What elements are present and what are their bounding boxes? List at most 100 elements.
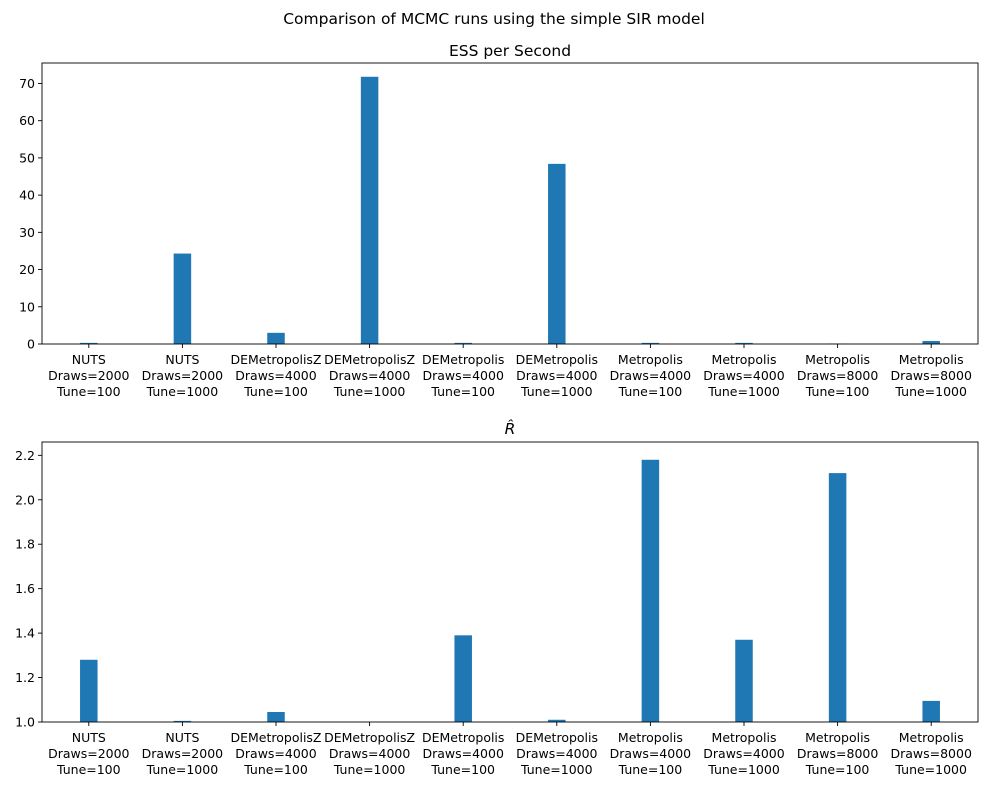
rhat-xtick-label-line: Tune=100 [805, 762, 870, 777]
figure-suptitle: Comparison of MCMC runs using the simple… [283, 10, 705, 28]
rhat-xtick-label-line: Draws=2000 [48, 746, 129, 761]
rhat-xtick-label-line: NUTS [165, 730, 199, 745]
rhat-xtick-label: DEMetropolisZ Draws=4000 Tune=1000 [324, 730, 415, 777]
rhat-xtick-label: Metropolis Draws=4000 Tune=100 [610, 730, 691, 777]
ess-bar [360, 76, 379, 344]
rhat-xtick-label-line: DEMetropolis [516, 730, 598, 745]
ess-xtick-label-line: Metropolis [618, 352, 683, 367]
rhat-xtick-label: Metropolis Draws=4000 Tune=1000 [703, 730, 784, 777]
rhat-ytick-label: 2.2 [15, 448, 35, 463]
rhat-xtick-label-line: DEMetropolis [422, 730, 504, 745]
ess-xtick-label-line: Tune=100 [56, 384, 121, 399]
rhat-xtick-label-line: Draws=4000 [329, 746, 410, 761]
rhat-xtick-label-line: Draws=2000 [142, 746, 223, 761]
rhat-ytick-label: 1.0 [15, 715, 35, 730]
ess-xtick-label: DEMetropolis Draws=4000 Tune=100 [422, 352, 504, 399]
ess-xtick-label-line: Tune=1000 [894, 384, 967, 399]
rhat-bar [173, 720, 192, 722]
rhat-xtick-label-line: DEMetropolisZ [324, 730, 415, 745]
ess-xtick-label-line: Draws=8000 [890, 368, 971, 383]
rhat-xtick-label-line: Tune=100 [243, 762, 308, 777]
ess-xtick-label-line: NUTS [72, 352, 106, 367]
rhat-ytick-label: 1.4 [15, 626, 35, 641]
rhat-xtick-label-line: Tune=1000 [333, 762, 406, 777]
rhat-xtick-label-line: DEMetropolisZ [230, 730, 321, 745]
rhat-xtick-label-line: Tune=1000 [146, 762, 219, 777]
rhat-xtick-label-line: Tune=100 [56, 762, 121, 777]
ess-xtick-label-line: Metropolis [712, 352, 777, 367]
ess-xtick-label-line: Tune=100 [805, 384, 870, 399]
rhat-xtick-label-line: Tune=100 [618, 762, 683, 777]
ess-bar [548, 163, 566, 344]
ess-ytick-label: 70 [19, 76, 35, 91]
rhat-bar [735, 639, 753, 722]
rhat-xtick-label-line: Tune=1000 [707, 762, 780, 777]
ess-xtick-label-line: Draws=4000 [610, 368, 691, 383]
rhat-xtick-label: Metropolis Draws=8000 Tune=1000 [890, 730, 971, 777]
rhat-bar [828, 473, 847, 722]
ess-xtick-label: Metropolis Draws=8000 Tune=100 [797, 352, 878, 399]
ess-xtick-label: NUTS Draws=2000 Tune=100 [48, 352, 129, 399]
ess-xtick-label-line: Draws=2000 [48, 368, 129, 383]
ess-xtick-label-line: Tune=100 [430, 384, 495, 399]
ess-xtick-label: Metropolis Draws=8000 Tune=1000 [890, 352, 971, 399]
ess-bar [173, 253, 192, 344]
ess-bar [641, 342, 660, 344]
ess-xtick-label-line: Draws=4000 [329, 368, 410, 383]
ess-ytick-label: 0 [27, 337, 35, 352]
rhat-bar [80, 659, 98, 722]
ess-xtick-label: DEMetropolis Draws=4000 Tune=1000 [516, 352, 598, 399]
ess-xtick-label-line: Tune=1000 [520, 384, 593, 399]
rhat-xtick-label: DEMetropolisZ Draws=4000 Tune=100 [230, 730, 321, 777]
ess-xtick-label-line: DEMetropolis [422, 352, 504, 367]
rhat-xtick-label-line: Draws=4000 [235, 746, 316, 761]
ess-xtick-label-line: Metropolis [805, 352, 870, 367]
rhat-xtick-label: Metropolis Draws=8000 Tune=100 [797, 730, 878, 777]
rhat-xtick-label-line: Draws=4000 [703, 746, 784, 761]
ess-frame [41, 62, 979, 345]
rhat-xtick-label: DEMetropolis Draws=4000 Tune=1000 [516, 730, 598, 777]
rhat-xtick-label-line: Metropolis [805, 730, 870, 745]
ess-bar [267, 332, 285, 344]
ess-xtick-label-line: Tune=100 [618, 384, 683, 399]
ess-xtick-label-line: Tune=1000 [146, 384, 219, 399]
rhat-xtick-label-line: Metropolis [712, 730, 777, 745]
ess-xtick-label: DEMetropolisZ Draws=4000 Tune=1000 [324, 352, 415, 399]
rhat-xtick-label: DEMetropolis Draws=4000 Tune=100 [422, 730, 504, 777]
ess-bar [454, 342, 472, 344]
rhat-frame [41, 441, 979, 723]
rhat-bar [548, 719, 566, 722]
rhat-xtick-label: NUTS Draws=2000 Tune=100 [48, 730, 129, 777]
ess-xtick-label-line: Draws=8000 [797, 368, 878, 383]
ess-xtick-label-line: Metropolis [899, 352, 964, 367]
rhat-bar [922, 700, 940, 722]
rhat-xtick-label-line: NUTS [72, 730, 106, 745]
rhat-ytick-label: 1.6 [15, 581, 35, 596]
ess-xtick-label-line: DEMetropolis [516, 352, 598, 367]
ess-bar [922, 341, 940, 344]
rhat-xtick-label-line: Tune=1000 [520, 762, 593, 777]
ess-xtick-label: NUTS Draws=2000 Tune=1000 [142, 352, 223, 399]
ess-ytick-label: 40 [19, 188, 35, 203]
rhat-xtick-label-line: Draws=4000 [422, 746, 503, 761]
ess-xtick-label-line: Draws=2000 [142, 368, 223, 383]
rhat-bar [454, 635, 472, 722]
ess-xtick-label: Metropolis Draws=4000 Tune=1000 [703, 352, 784, 399]
ess-xtick-label-line: Tune=1000 [707, 384, 780, 399]
ess-xtick-label-line: Draws=4000 [516, 368, 597, 383]
ess-xtick-label: Metropolis Draws=4000 Tune=100 [610, 352, 691, 399]
ess-xtick-label-line: Tune=100 [243, 384, 308, 399]
ess-xtick-label: DEMetropolisZ Draws=4000 Tune=100 [230, 352, 321, 399]
rhat-xtick-label-line: Draws=4000 [516, 746, 597, 761]
ess-title: ESS per Second [449, 42, 571, 60]
rhat-ytick-label: 1.2 [15, 670, 35, 685]
rhat-xtick-label-line: Tune=100 [430, 762, 495, 777]
ess-xtick-label-line: DEMetropolisZ [324, 352, 415, 367]
ess-ytick-label: 50 [19, 150, 35, 165]
rhat-xtick-label-line: Metropolis [618, 730, 683, 745]
ess-xtick-label-line: NUTS [165, 352, 199, 367]
ess-xtick-label-line: DEMetropolisZ [230, 352, 321, 367]
